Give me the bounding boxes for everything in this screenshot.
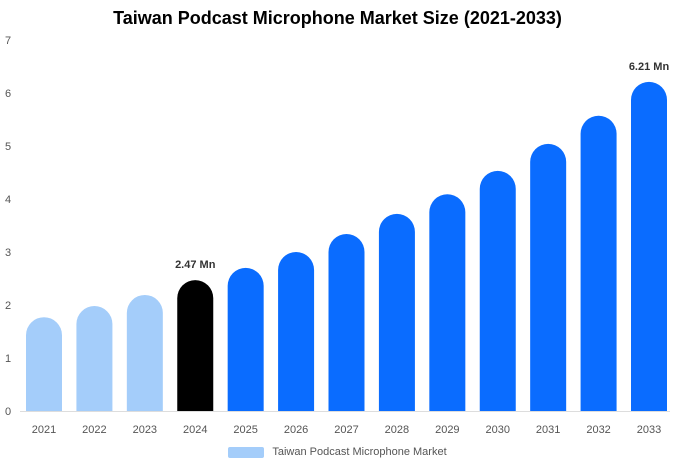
bar (227, 267, 264, 411)
bar (177, 280, 214, 411)
y-tick-label: 3 (5, 247, 11, 259)
x-tick-label: 2033 (637, 424, 661, 436)
x-tick-label: 2024 (183, 424, 207, 436)
x-tick-label: 2028 (385, 424, 409, 436)
legend[interactable]: Taiwan Podcast Microphone Market (0, 446, 675, 458)
data-label: 6.21 Mn (629, 61, 670, 73)
bar (479, 170, 516, 411)
x-tick-label: 2025 (233, 424, 257, 436)
bar (378, 213, 415, 411)
x-tick-label: 2029 (435, 424, 459, 436)
chart-title: Taiwan Podcast Microphone Market Size (2… (113, 8, 562, 28)
bar (26, 317, 62, 411)
y-tick-label: 5 (5, 141, 11, 153)
x-tick-label: 2030 (486, 424, 510, 436)
bar (76, 306, 113, 411)
data-label: 2.47 Mn (175, 259, 216, 271)
bar (126, 294, 163, 411)
legend-swatch (228, 446, 265, 458)
legend-label: Taiwan Podcast Microphone Market (272, 446, 447, 458)
y-tick-label: 1 (5, 353, 11, 365)
x-tick-label: 2027 (334, 424, 358, 436)
bar (631, 81, 667, 412)
x-tick-label: 2032 (586, 424, 610, 436)
y-tick-label: 6 (5, 88, 11, 100)
x-tick-label: 2026 (284, 424, 308, 436)
y-tick-label: 0 (5, 406, 11, 418)
bar (530, 143, 567, 411)
x-tick-label: 2031 (536, 424, 560, 436)
x-tick-label: 2022 (82, 424, 106, 436)
y-tick-label: 4 (5, 194, 11, 206)
bar (278, 252, 315, 411)
bar (328, 233, 365, 411)
bar (580, 115, 617, 412)
y-tick-label: 2 (5, 300, 11, 312)
x-tick-label: 2023 (133, 424, 157, 436)
x-tick-label: 2021 (32, 424, 56, 436)
bar (429, 194, 466, 411)
y-tick-label: 7 (5, 35, 11, 47)
